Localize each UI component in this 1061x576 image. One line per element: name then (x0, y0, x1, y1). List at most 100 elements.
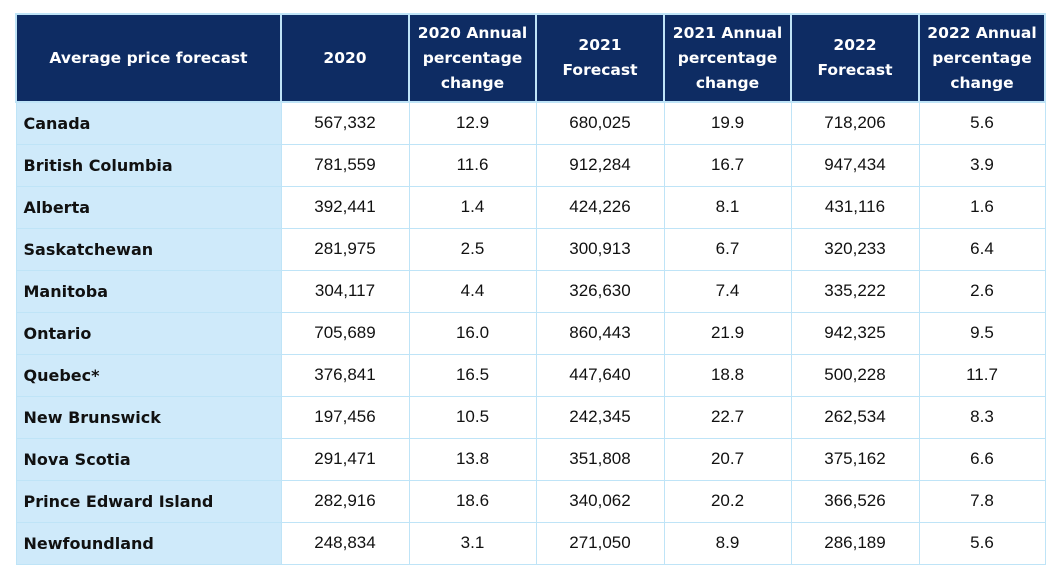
table-row: Manitoba 304,117 4.4 326,630 7.4 335,222 2.6 (15, 269, 1046, 313)
table-cell-change-2022: 3.9 (918, 143, 1046, 187)
table-cell-change-2021: 19.9 (663, 101, 792, 145)
table-row: Prince Edward Island 282,916 18.6 340,062 20… (15, 479, 1046, 523)
table-cell-forecast-2022: 335,222 (790, 269, 920, 313)
table-cell-region-label: Newfoundland (15, 521, 282, 565)
column-header-2022-change: 2022 Annual percentage change (918, 13, 1046, 103)
table-cell-value-2020: 304,117 (280, 269, 410, 313)
table-body: Canada 567,332 12.9 680,025 19.9 718,206 5.6 Br… (15, 101, 1046, 565)
table-cell-change-2021: 8.1 (663, 185, 792, 229)
table-cell-forecast-2021: 424,226 (535, 185, 665, 229)
table-cell-change-2021: 7.4 (663, 269, 792, 313)
table-cell-region-label: Quebec* (15, 353, 282, 397)
table-cell-change-2020: 11.6 (408, 143, 537, 187)
table-row: British Columbia 781,559 11.6 912,284 16.7 94… (15, 143, 1046, 187)
table-cell-forecast-2021: 271,050 (535, 521, 665, 565)
table-cell-change-2022: 1.6 (918, 185, 1046, 229)
table-cell-region-label: Saskatchewan (15, 227, 282, 271)
table-cell-value-2020: 248,834 (280, 521, 410, 565)
table-row: Quebec* 376,841 16.5 447,640 18.8 500,228 11.7 (15, 353, 1046, 397)
table-row: Alberta 392,441 1.4 424,226 8.1 431,116 1.6 (15, 185, 1046, 229)
table-cell-change-2020: 12.9 (408, 101, 537, 145)
table-cell-change-2020: 1.4 (408, 185, 537, 229)
column-header-region: Average price forecast (15, 13, 282, 103)
table-cell-forecast-2021: 340,062 (535, 479, 665, 523)
table-cell-value-2020: 567,332 (280, 101, 410, 145)
table-cell-value-2020: 705,689 (280, 311, 410, 355)
table-cell-forecast-2022: 320,233 (790, 227, 920, 271)
table-cell-change-2020: 16.5 (408, 353, 537, 397)
table-cell-change-2021: 18.8 (663, 353, 792, 397)
table-cell-forecast-2021: 351,808 (535, 437, 665, 481)
table-cell-forecast-2021: 447,640 (535, 353, 665, 397)
table-cell-value-2020: 281,975 (280, 227, 410, 271)
table-cell-forecast-2022: 286,189 (790, 521, 920, 565)
table-cell-change-2020: 2.5 (408, 227, 537, 271)
column-header-2020-change: 2020 Annual percentage change (408, 13, 537, 103)
column-header-2022-forecast: 2022 Forecast (790, 13, 920, 103)
table-cell-change-2020: 18.6 (408, 479, 537, 523)
table-cell-change-2021: 21.9 (663, 311, 792, 355)
price-forecast-table: Average price forecast 2020 2020 Annual … (15, 13, 1046, 565)
table-cell-change-2022: 6.6 (918, 437, 1046, 481)
table-cell-forecast-2021: 300,913 (535, 227, 665, 271)
table-cell-change-2021: 20.7 (663, 437, 792, 481)
table-cell-change-2021: 16.7 (663, 143, 792, 187)
table-cell-change-2020: 13.8 (408, 437, 537, 481)
table-cell-change-2020: 4.4 (408, 269, 537, 313)
table-cell-region-label: New Brunswick (15, 395, 282, 439)
table-cell-value-2020: 376,841 (280, 353, 410, 397)
table-row: Saskatchewan 281,975 2.5 300,913 6.7 320,233 6… (15, 227, 1046, 271)
header-row: Average price forecast 2020 2020 Annual … (15, 13, 1046, 103)
table-cell-forecast-2022: 431,116 (790, 185, 920, 229)
table-cell-value-2020: 291,471 (280, 437, 410, 481)
column-header-2020: 2020 (280, 13, 410, 103)
table-row: Newfoundland 248,834 3.1 271,050 8.9 286,189 5… (15, 521, 1046, 565)
column-header-2021-forecast: 2021 Forecast (535, 13, 665, 103)
table-cell-forecast-2022: 366,526 (790, 479, 920, 523)
table-cell-forecast-2022: 262,534 (790, 395, 920, 439)
table-cell-region-label: British Columbia (15, 143, 282, 187)
table-cell-value-2020: 781,559 (280, 143, 410, 187)
table-cell-region-label: Canada (15, 101, 282, 145)
table-cell-region-label: Ontario (15, 311, 282, 355)
table-row: Canada 567,332 12.9 680,025 19.9 718,206 5.6 (15, 101, 1046, 145)
table-cell-value-2020: 282,916 (280, 479, 410, 523)
table-cell-value-2020: 392,441 (280, 185, 410, 229)
table-cell-forecast-2021: 912,284 (535, 143, 665, 187)
table-cell-change-2022: 11.7 (918, 353, 1046, 397)
table-cell-change-2022: 5.6 (918, 521, 1046, 565)
table-cell-region-label: Alberta (15, 185, 282, 229)
table-cell-change-2022: 8.3 (918, 395, 1046, 439)
table-cell-change-2020: 10.5 (408, 395, 537, 439)
table-cell-change-2022: 9.5 (918, 311, 1046, 355)
table-cell-region-label: Nova Scotia (15, 437, 282, 481)
table-row: Ontario 705,689 16.0 860,443 21.9 942,325 9.5 (15, 311, 1046, 355)
table-cell-change-2021: 22.7 (663, 395, 792, 439)
table-cell-region-label: Manitoba (15, 269, 282, 313)
price-forecast-table-wrapper: Average price forecast 2020 2020 Annual … (15, 13, 1046, 565)
table-cell-forecast-2021: 680,025 (535, 101, 665, 145)
table-cell-change-2022: 7.8 (918, 479, 1046, 523)
table-cell-change-2021: 20.2 (663, 479, 792, 523)
table-cell-forecast-2022: 375,162 (790, 437, 920, 481)
table-cell-forecast-2022: 942,325 (790, 311, 920, 355)
column-header-2021-change: 2021 Annual percentage change (663, 13, 792, 103)
table-cell-change-2021: 6.7 (663, 227, 792, 271)
table-cell-forecast-2022: 500,228 (790, 353, 920, 397)
table-cell-forecast-2022: 718,206 (790, 101, 920, 145)
table-cell-forecast-2021: 326,630 (535, 269, 665, 313)
table-cell-region-label: Prince Edward Island (15, 479, 282, 523)
table-cell-change-2020: 3.1 (408, 521, 537, 565)
table-row: New Brunswick 197,456 10.5 242,345 22.7 262,5… (15, 395, 1046, 439)
table-cell-change-2022: 5.6 (918, 101, 1046, 145)
table-cell-change-2022: 6.4 (918, 227, 1046, 271)
table-header: Average price forecast 2020 2020 Annual … (15, 13, 1046, 103)
table-cell-value-2020: 197,456 (280, 395, 410, 439)
table-cell-change-2021: 8.9 (663, 521, 792, 565)
table-cell-forecast-2021: 242,345 (535, 395, 665, 439)
table-row: Nova Scotia 291,471 13.8 351,808 20.7 375,162… (15, 437, 1046, 481)
table-cell-change-2020: 16.0 (408, 311, 537, 355)
table-cell-forecast-2022: 947,434 (790, 143, 920, 187)
table-cell-change-2022: 2.6 (918, 269, 1046, 313)
table-cell-forecast-2021: 860,443 (535, 311, 665, 355)
